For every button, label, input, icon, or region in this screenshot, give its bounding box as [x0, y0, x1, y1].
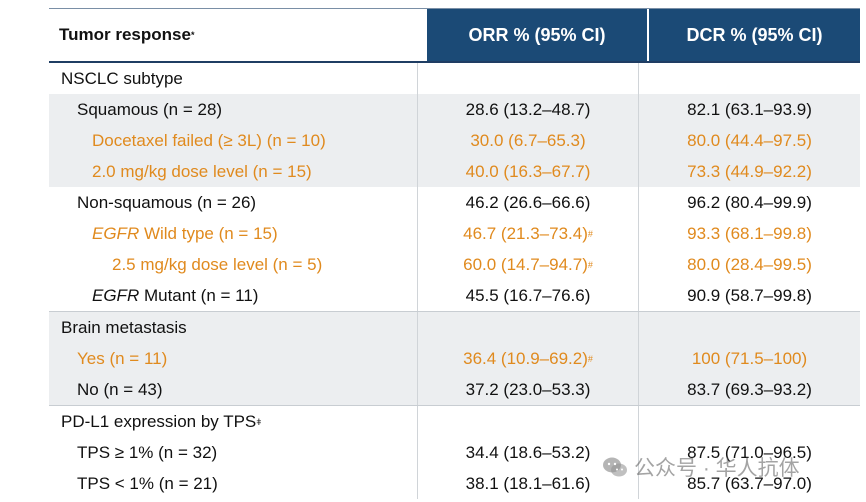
row-dcr: 80.0 (44.4–97.5) — [638, 125, 860, 156]
row-orr: 45.5 (16.7–76.6) — [417, 280, 638, 311]
gene-name: EGFR — [92, 223, 140, 243]
row-label: 2.5 mg/kg dose level (n = 5) — [112, 254, 323, 274]
row-orr — [417, 312, 638, 343]
row-label: TPS < 1% (n = 21) — [77, 473, 218, 493]
table-row: PD-L1 expression by TPS ǂ — [49, 405, 860, 437]
table-row: Squamous (n = 28) 28.6 (13.2–48.7) 82.1 … — [49, 94, 860, 125]
table-row: Brain metastasis — [49, 311, 860, 343]
table-row: No (n = 43) 37.2 (23.0–53.3) 83.7 (69.3–… — [49, 374, 860, 405]
row-dcr: 87.5 (71.0–96.5) — [638, 437, 860, 468]
row-dcr — [638, 312, 860, 343]
row-dcr: 100 (71.5–100) — [638, 343, 860, 374]
row-dcr — [638, 63, 860, 94]
tumor-response-table: Tumor response * ORR % (95% CI) DCR % (95… — [49, 8, 860, 499]
row-dcr: 93.3 (68.1–99.8) — [638, 218, 860, 249]
table-header: Tumor response * ORR % (95% CI) DCR % (95… — [49, 8, 860, 63]
row-label: Yes (n = 11) — [77, 348, 168, 368]
table-row: 2.5 mg/kg dose level (n = 5) 60.0 (14.7–… — [49, 249, 860, 280]
gene-name: EGFR — [92, 285, 140, 305]
row-orr: 34.4 (18.6–53.2) — [417, 437, 638, 468]
header-dcr: DCR % (95% CI) — [649, 9, 860, 61]
row-dcr: 83.7 (69.3–93.2) — [638, 374, 860, 405]
row-label: Non-squamous (n = 26) — [77, 192, 257, 212]
row-label: EGFR Wild type (n = 15) — [92, 223, 278, 243]
row-orr — [417, 63, 638, 94]
row-orr: 46.2 (26.6–66.6) — [417, 187, 638, 218]
row-orr: 30.0 (6.7–65.3) — [417, 125, 638, 156]
table-row: TPS ≥ 1% (n = 32) 34.4 (18.6–53.2) 87.5 … — [49, 437, 860, 468]
row-orr: 36.4 (10.9–69.2) # — [417, 343, 638, 374]
row-dcr: 73.3 (44.9–92.2) — [638, 156, 860, 187]
row-dcr: 80.0 (28.4–99.5) — [638, 249, 860, 280]
watermark: 公众号 · 华人抗体 — [602, 452, 800, 482]
row-dcr: 82.1 (63.1–93.9) — [638, 94, 860, 125]
row-label: Docetaxel failed (≥ 3L) (n = 10) — [92, 130, 326, 150]
row-dcr: 96.2 (80.4–99.9) — [638, 187, 860, 218]
table-row: EGFR Wild type (n = 15) 46.7 (21.3–73.4)… — [49, 218, 860, 249]
row-orr: 28.6 (13.2–48.7) — [417, 94, 638, 125]
row-orr: 60.0 (14.7–94.7) # — [417, 249, 638, 280]
row-orr: 37.2 (23.0–53.3) — [417, 374, 638, 405]
row-orr: 38.1 (18.1–61.6) — [417, 468, 638, 499]
table-row: EGFR Mutant (n = 11) 45.5 (16.7–76.6) 90… — [49, 280, 860, 311]
row-label: Squamous (n = 28) — [77, 99, 223, 119]
table-row: 2.0 mg/kg dose level (n = 15) 40.0 (16.3… — [49, 156, 860, 187]
row-label: NSCLC subtype — [61, 68, 183, 88]
row-orr: 40.0 (16.3–67.7) — [417, 156, 638, 187]
table-row: Yes (n = 11) 36.4 (10.9–69.2) # 100 (71.5… — [49, 343, 860, 374]
header-tumor-response: Tumor response * — [49, 9, 427, 61]
wechat-icon — [603, 457, 627, 477]
row-label: EGFR Mutant (n = 11) — [92, 285, 259, 305]
row-label: TPS ≥ 1% (n = 32) — [77, 442, 218, 462]
header-orr: ORR % (95% CI) — [427, 9, 649, 61]
table-row: NSCLC subtype — [49, 63, 860, 94]
row-orr — [417, 406, 638, 437]
table-row: TPS < 1% (n = 21) 38.1 (18.1–61.6) 85.7 … — [49, 468, 860, 499]
table-row: Docetaxel failed (≥ 3L) (n = 10) 30.0 (6… — [49, 125, 860, 156]
row-orr: 46.7 (21.3–73.4) # — [417, 218, 638, 249]
row-dcr — [638, 406, 860, 437]
watermark-text: 公众号 · 华人抗体 — [634, 457, 800, 480]
row-dcr: 85.7 (63.7–97.0) — [638, 468, 860, 499]
row-label: PD-L1 expression by TPS ǂ — [61, 411, 262, 431]
row-label: No (n = 43) — [77, 379, 163, 399]
table-row: Non-squamous (n = 26) 46.2 (26.6–66.6) 9… — [49, 187, 860, 218]
row-label: 2.0 mg/kg dose level (n = 15) — [92, 161, 312, 181]
row-label: Brain metastasis — [61, 317, 187, 337]
row-dcr: 90.9 (58.7–99.8) — [638, 280, 860, 311]
